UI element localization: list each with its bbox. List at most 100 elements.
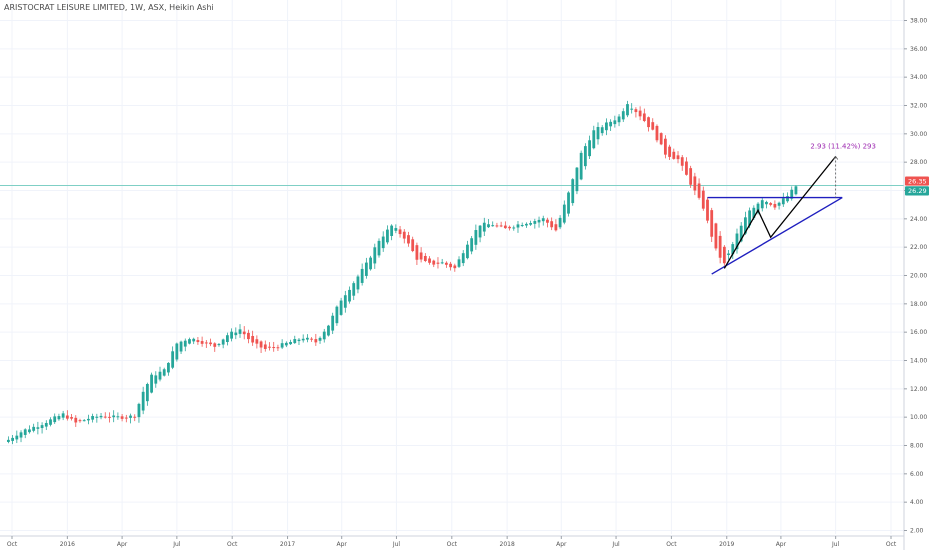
candle-body xyxy=(731,244,735,255)
candle-body xyxy=(369,257,372,270)
candle-body xyxy=(575,167,579,192)
candle-body xyxy=(171,351,175,368)
candle-body xyxy=(150,374,153,393)
candle-body xyxy=(99,415,103,418)
candle-body xyxy=(407,235,410,244)
candle-body xyxy=(478,225,482,238)
candle-body xyxy=(11,437,15,441)
time-axis[interactable]: Oct 2016 Apr Jul Oct 2017 Apr Jul Oct 2018 Apr Jul O… xyxy=(0,535,904,548)
candle-body xyxy=(676,155,680,160)
candle-body xyxy=(158,371,162,380)
candle-body xyxy=(200,341,204,344)
candle-body xyxy=(251,335,255,343)
candle-body xyxy=(284,342,288,346)
candle-body xyxy=(124,417,128,419)
price-tag-upper: 26.35 xyxy=(905,176,929,186)
time-tick-label: Oct xyxy=(886,541,897,548)
candle-body xyxy=(19,432,23,438)
candle-body xyxy=(103,416,107,418)
chart-title: ARISTOCRAT LEISURE LIMITED, 1W, ASX, Hei… xyxy=(4,3,214,12)
candle-body xyxy=(225,335,229,343)
price-tick-label: 22.00 xyxy=(910,244,927,251)
candle-body xyxy=(263,344,267,349)
candle-body xyxy=(609,121,613,127)
price-axis[interactable]: 2.00 4.00 6.00 8.00 10.00 12.00 14.00 16.00 18.0… xyxy=(903,0,927,550)
candle-body xyxy=(562,204,566,223)
candle-body xyxy=(230,331,233,339)
candle-body xyxy=(701,190,705,209)
candle-body xyxy=(247,332,250,340)
time-tick-label: Apr xyxy=(556,541,567,548)
measure-label: 2.93 (11.42%) 293 xyxy=(810,143,876,151)
price-tick-label: 4.00 xyxy=(910,499,924,506)
time-tick-label: 2017 xyxy=(280,541,295,548)
candle-layer xyxy=(6,100,798,445)
candle-body xyxy=(457,259,461,267)
time-tick-label: Apr xyxy=(776,541,787,548)
time-tick-label: Oct xyxy=(447,541,458,548)
candle-body xyxy=(605,122,608,131)
candle-body xyxy=(744,217,747,234)
support-line xyxy=(711,196,843,275)
candle-body xyxy=(600,127,604,134)
candle-body xyxy=(53,416,57,423)
price-tag-upper-label: 26.35 xyxy=(908,177,927,185)
candle-body xyxy=(322,331,326,340)
candle-body xyxy=(40,425,44,429)
candle-body xyxy=(306,337,309,340)
candle-body xyxy=(516,224,520,228)
price-tick-label: 38.00 xyxy=(910,18,927,25)
candle-body xyxy=(390,225,394,236)
candle-body xyxy=(663,138,667,155)
candle-body xyxy=(209,342,212,345)
price-tags: 26.35 26.29 xyxy=(905,176,929,196)
candle-body xyxy=(221,339,225,345)
candle-body xyxy=(318,337,322,341)
candle-body xyxy=(440,262,444,264)
candle-body xyxy=(162,369,166,376)
candle-body xyxy=(415,245,419,260)
candle-body xyxy=(116,416,120,418)
candle-body xyxy=(398,229,402,235)
candle-body xyxy=(259,341,263,348)
candle-body xyxy=(626,104,629,116)
candle-body xyxy=(15,435,19,440)
candle-body xyxy=(689,168,693,185)
candle-body xyxy=(773,203,777,208)
candle-body xyxy=(596,126,600,140)
candle-body xyxy=(32,426,36,431)
price-tag-lower-bg xyxy=(905,186,929,196)
time-tick-label: 2018 xyxy=(500,541,515,548)
candle-body xyxy=(739,225,743,242)
candle-body xyxy=(487,224,490,228)
candle-body xyxy=(289,341,292,345)
candle-body xyxy=(760,200,764,209)
candle-body xyxy=(558,217,562,228)
candle-body xyxy=(672,151,676,159)
candle-body xyxy=(234,332,238,336)
price-tick-label: 20.00 xyxy=(910,273,927,280)
candle-body xyxy=(567,192,570,214)
candle-body xyxy=(554,224,558,231)
candle-body xyxy=(470,238,474,252)
candle-body xyxy=(49,419,52,425)
candle-body xyxy=(491,225,495,227)
candle-body xyxy=(592,130,596,149)
candle-body xyxy=(196,340,200,343)
candle-body xyxy=(6,439,10,442)
price-tick-label: 6.00 xyxy=(910,471,924,478)
candle-body xyxy=(348,289,351,302)
candle-body xyxy=(95,416,99,418)
candle-body xyxy=(120,416,124,419)
candle-body xyxy=(297,339,301,342)
candle-body xyxy=(529,223,533,225)
candle-body xyxy=(381,236,385,249)
price-tick-label: 14.00 xyxy=(910,358,927,365)
candle-body xyxy=(714,223,718,249)
candle-body xyxy=(571,179,575,204)
candle-body xyxy=(449,263,452,268)
candle-body xyxy=(238,329,242,334)
candle-body xyxy=(579,152,583,180)
candle-body xyxy=(268,346,271,348)
candle-body xyxy=(786,196,789,202)
